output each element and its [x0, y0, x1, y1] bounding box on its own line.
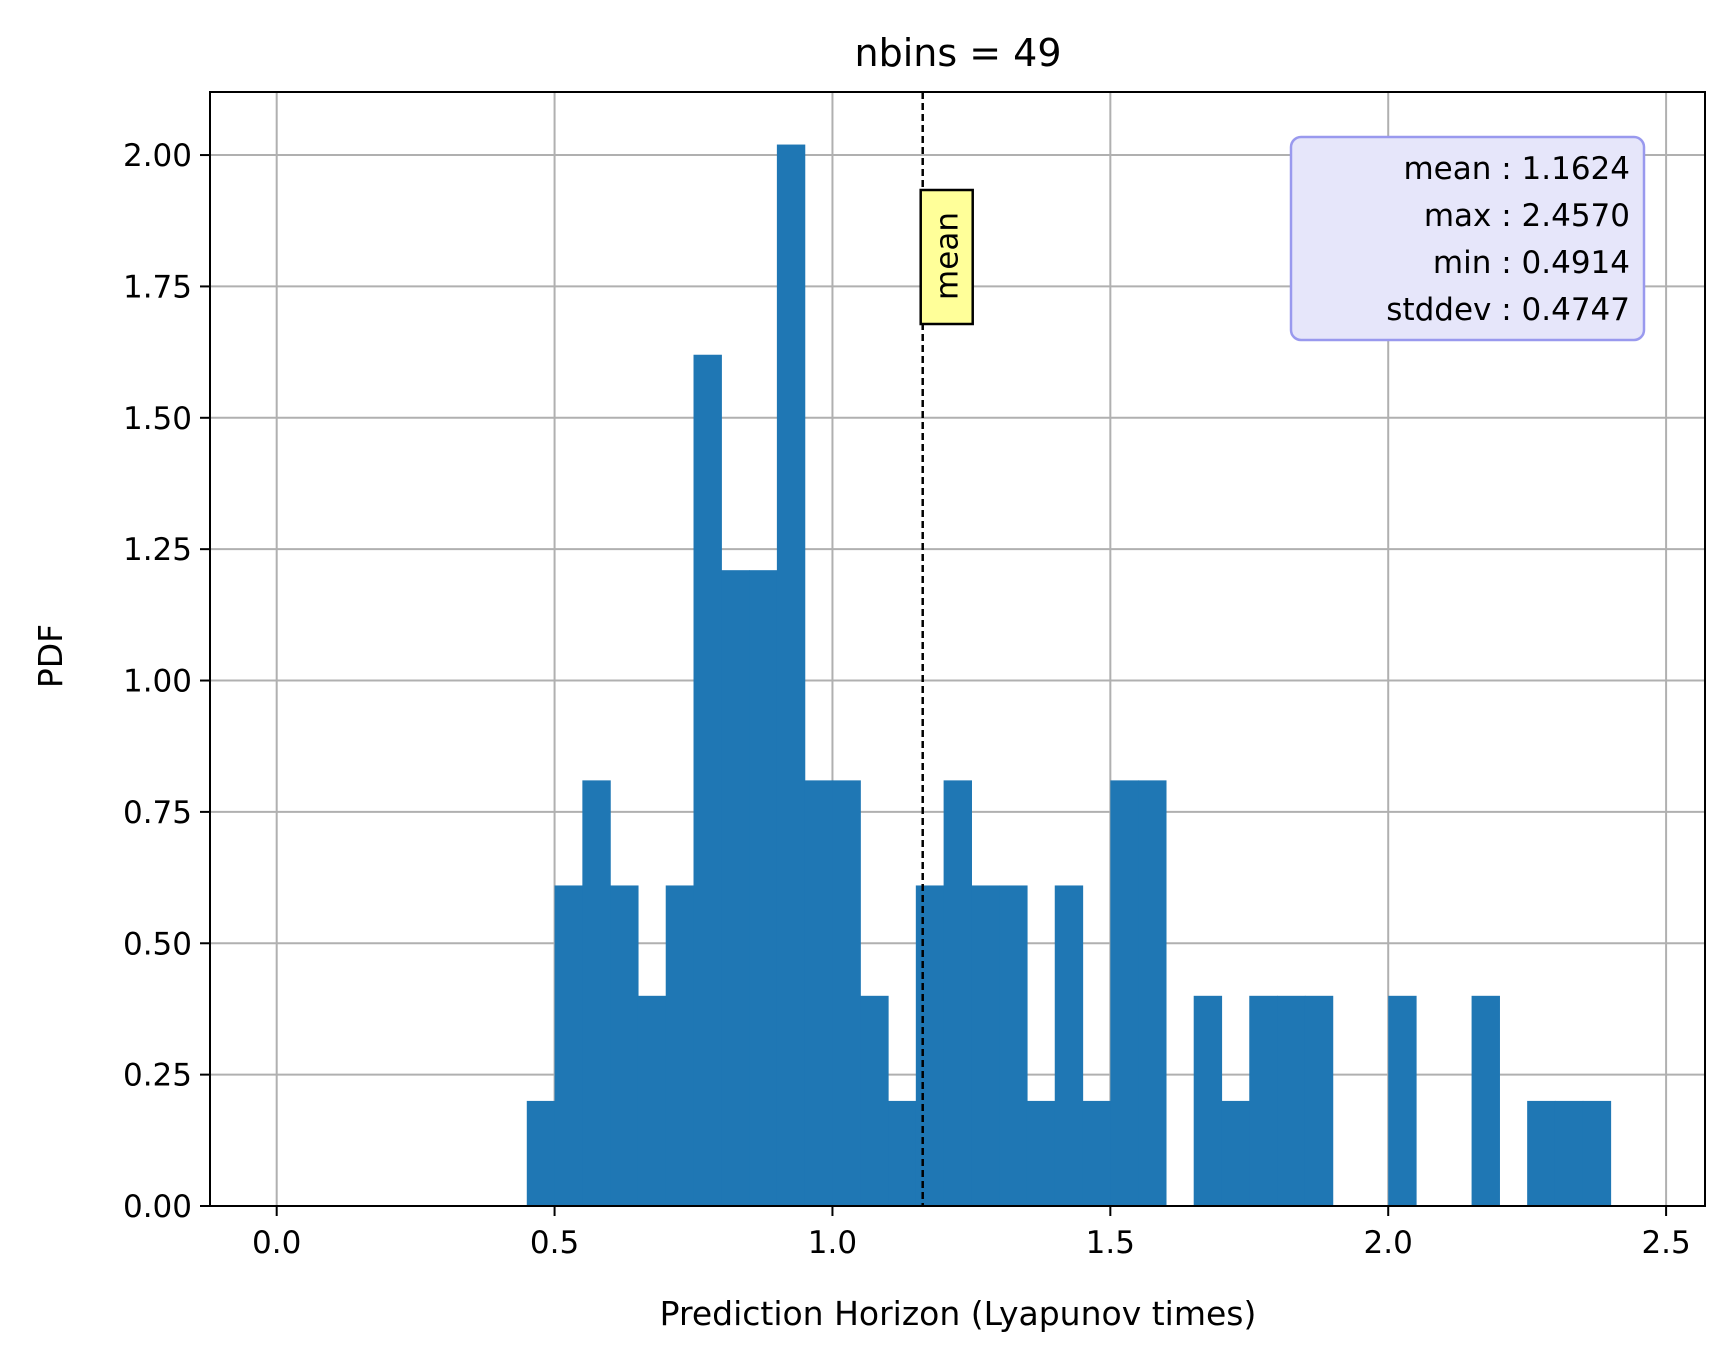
- plot-frame: [209, 91, 1706, 1207]
- histogram-bar: [860, 995, 889, 1206]
- x-tick-label-1: 0.5: [530, 1225, 579, 1261]
- histogram-bar: [721, 570, 750, 1206]
- histogram-bar: [915, 885, 945, 1206]
- histogram-bar: [526, 1100, 556, 1206]
- stats-line-0: mean : 1.1624: [1403, 151, 1630, 187]
- x-tick-label-2: 1.0: [808, 1225, 857, 1261]
- histogram-bar: [693, 354, 722, 1206]
- histogram-bar: [1249, 995, 1278, 1206]
- histogram-bar: [582, 780, 611, 1206]
- y-tick-label-4: 1.00: [123, 664, 192, 700]
- histogram-bar: [1527, 1100, 1556, 1206]
- y-tick-label-2: 0.50: [123, 926, 192, 962]
- histogram-bar: [637, 995, 667, 1206]
- stats-line-3: stddev : 0.4747: [1386, 292, 1630, 328]
- axis-ticks: 0.0 0.5 1.0 1.5 2.0 2.5 0.00 0.25 0.50 0.75 1.00 1.…: [123, 138, 1691, 1261]
- histogram-bar: [665, 885, 695, 1206]
- stats-line-1: max : 2.4570: [1424, 198, 1630, 234]
- y-tick-label-6: 1.50: [123, 401, 192, 437]
- histogram-bar: [1304, 995, 1334, 1206]
- stats-box-frame: [1289, 135, 1646, 342]
- histogram-bar: [1471, 995, 1500, 1206]
- x-tick-label-4: 2.0: [1364, 1225, 1413, 1261]
- y-tick-label-7: 1.75: [123, 269, 192, 305]
- histogram-bar: [1277, 995, 1306, 1206]
- histogram-bar: [1026, 1100, 1056, 1206]
- histogram-bar: [1110, 780, 1139, 1206]
- y-tick-label-3: 0.75: [123, 795, 192, 831]
- histogram-bar: [1082, 1100, 1111, 1206]
- histogram-bar: [1221, 1100, 1250, 1206]
- histogram-bar: [1582, 1100, 1612, 1206]
- y-tick-label-1: 0.25: [123, 1058, 192, 1094]
- y-tick-label-8: 2.00: [123, 138, 192, 174]
- histogram-bar: [1554, 1100, 1584, 1206]
- x-axis-label: Prediction Horizon (Lyapunov times): [660, 1294, 1257, 1333]
- histogram-bars: [526, 144, 1612, 1207]
- histogram-bar: [971, 885, 1000, 1206]
- histogram-bar: [1054, 885, 1084, 1206]
- mean-marker: mean: [919, 92, 974, 1206]
- histogram-bar: [1193, 995, 1223, 1206]
- stats-line-2: min : 0.4914: [1433, 245, 1630, 281]
- histogram-bar: [749, 570, 778, 1206]
- x-tick-label-3: 1.5: [1086, 1225, 1135, 1261]
- histogram-bar: [943, 780, 972, 1206]
- y-axis-label: PDF: [31, 624, 70, 688]
- histogram-bar: [832, 780, 861, 1206]
- x-tick-label-5: 2.5: [1641, 1225, 1690, 1261]
- y-tick-label-0: 0.00: [123, 1189, 192, 1225]
- histogram-bar: [1138, 780, 1167, 1206]
- y-tick-label-5: 1.25: [123, 532, 192, 568]
- x-tick-label-0: 0.0: [252, 1225, 301, 1261]
- mean-label-box: [919, 188, 974, 326]
- histogram-bar: [776, 144, 806, 1207]
- histogram-bar: [1388, 995, 1417, 1206]
- mean-label: mean: [930, 212, 966, 300]
- stats-box: mean : 1.1624 max : 2.4570 min : 0.4914 std…: [1289, 135, 1646, 342]
- histogram-bar: [888, 1100, 917, 1206]
- histogram-bar: [804, 780, 834, 1206]
- histogram-bar: [610, 885, 639, 1206]
- histogram-bar: [554, 885, 583, 1206]
- histogram-bar: [999, 885, 1028, 1206]
- chart-title: nbins = 49: [855, 31, 1062, 75]
